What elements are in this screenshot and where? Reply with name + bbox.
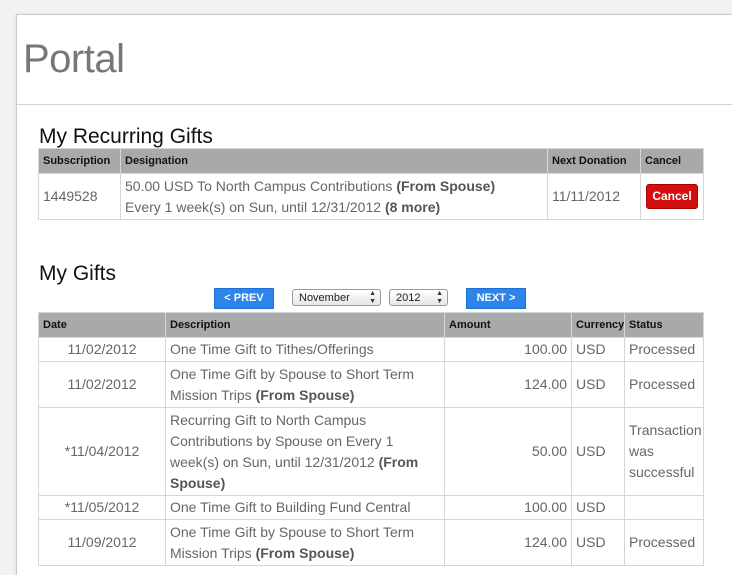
gift-date: 11/09/2012 bbox=[38, 519, 166, 566]
designation-from-spouse: (From Spouse) bbox=[396, 177, 496, 194]
page-title: Portal bbox=[23, 37, 125, 81]
gift-description-text: Recurring Gift to North Campus Contribut… bbox=[170, 411, 394, 470]
month-select-value: November bbox=[299, 292, 350, 304]
gift-from-spouse: (From Spouse) bbox=[170, 453, 419, 491]
designation-cell: 50.00 USD To North Campus Contributions … bbox=[120, 173, 548, 220]
gift-date: *11/04/2012 bbox=[38, 407, 166, 496]
month-select[interactable]: November ▲ ▼ bbox=[292, 289, 381, 306]
designation-more-link[interactable]: (8 more) bbox=[384, 198, 441, 215]
gift-currency: USD bbox=[571, 337, 625, 362]
table-header-row: Date Description Amount Currency Status bbox=[38, 312, 704, 338]
gift-description-text: One Time Gift to Building Fund Central bbox=[170, 499, 411, 515]
gift-amount: 124.00 bbox=[444, 361, 572, 408]
gift-from-spouse: (From Spouse) bbox=[255, 544, 355, 561]
prev-month-button[interactable]: < PREV bbox=[214, 288, 274, 309]
gift-date: *11/05/2012 bbox=[38, 495, 166, 520]
gift-status: Transaction was successful bbox=[624, 407, 704, 496]
subscription-id: 1449528 bbox=[38, 173, 121, 220]
gift-description: One Time Gift to Tithes/Offerings bbox=[165, 337, 445, 362]
gift-status: Processed bbox=[624, 337, 704, 362]
gift-currency: USD bbox=[571, 407, 625, 496]
table-row: 11/02/2012 One Time Gift to Tithes/Offer… bbox=[38, 337, 704, 362]
column-header-date: Date bbox=[38, 312, 166, 338]
next-month-button[interactable]: NEXT > bbox=[466, 288, 526, 309]
column-header-description: Description bbox=[165, 312, 445, 338]
next-donation-date: 11/11/2012 bbox=[547, 173, 641, 220]
column-header-designation: Designation bbox=[120, 148, 548, 174]
gift-currency: USD bbox=[571, 361, 625, 408]
my-gifts-heading: My Gifts bbox=[39, 262, 116, 285]
column-header-amount: Amount bbox=[444, 312, 572, 338]
table-row: *11/04/2012 Recurring Gift to North Camp… bbox=[38, 407, 704, 496]
table-row: 1449528 50.00 USD To North Campus Contri… bbox=[38, 173, 704, 220]
gift-status bbox=[624, 495, 704, 520]
gift-amount: 50.00 bbox=[444, 407, 572, 496]
gift-amount: 124.00 bbox=[444, 519, 572, 566]
column-header-next-donation: Next Donation bbox=[547, 148, 641, 174]
designation-line1: 50.00 USD To North Campus Contributions bbox=[125, 177, 393, 194]
column-header-currency: Currency bbox=[571, 312, 625, 338]
gift-from-spouse: (From Spouse) bbox=[255, 386, 355, 403]
select-arrows-icon: ▲ ▼ bbox=[436, 290, 443, 305]
gift-currency: USD bbox=[571, 519, 625, 566]
table-row: 11/02/2012 One Time Gift by Spouse to Sh… bbox=[38, 361, 704, 408]
gift-date: 11/02/2012 bbox=[38, 361, 166, 408]
gift-status: Processed bbox=[624, 519, 704, 566]
designation-line2: Every 1 week(s) on Sun, until 12/31/2012 bbox=[125, 198, 382, 215]
gift-status: Processed bbox=[624, 361, 704, 408]
portal-header: Portal bbox=[17, 15, 732, 105]
gift-description: One Time Gift by Spouse to Short Term Mi… bbox=[165, 519, 445, 566]
column-header-subscription: Subscription bbox=[38, 148, 121, 174]
recurring-gifts-table: Subscription Designation Next Donation C… bbox=[38, 148, 704, 220]
year-select[interactable]: 2012 ▲ ▼ bbox=[389, 289, 448, 306]
gift-date: 11/02/2012 bbox=[38, 337, 166, 362]
portal-panel: Portal My Recurring Gifts Subscription D… bbox=[16, 14, 732, 575]
gift-amount: 100.00 bbox=[444, 495, 572, 520]
cancel-button[interactable]: Cancel bbox=[646, 184, 698, 209]
table-row: 11/09/2012 One Time Gift by Spouse to Sh… bbox=[38, 519, 704, 566]
table-header-row: Subscription Designation Next Donation C… bbox=[38, 148, 704, 174]
gift-description: Recurring Gift to North Campus Contribut… bbox=[165, 407, 445, 496]
gift-description: One Time Gift by Spouse to Short Term Mi… bbox=[165, 361, 445, 408]
year-select-value: 2012 bbox=[396, 292, 421, 304]
column-header-status: Status bbox=[624, 312, 704, 338]
select-arrows-icon: ▲ ▼ bbox=[369, 290, 376, 305]
gift-amount: 100.00 bbox=[444, 337, 572, 362]
gift-description-text: One Time Gift to Tithes/Offerings bbox=[170, 341, 374, 357]
gift-description-text: One Time Gift by Spouse to Short Term Mi… bbox=[170, 365, 415, 403]
column-header-cancel: Cancel bbox=[640, 148, 704, 174]
gift-description: One Time Gift to Building Fund Central bbox=[165, 495, 445, 520]
cancel-cell: Cancel bbox=[640, 173, 704, 220]
gift-description-text: One Time Gift by Spouse to Short Term Mi… bbox=[170, 523, 415, 561]
table-row: *11/05/2012 One Time Gift to Building Fu… bbox=[38, 495, 704, 520]
recurring-gifts-heading: My Recurring Gifts bbox=[39, 125, 213, 148]
gift-currency: USD bbox=[571, 495, 625, 520]
gifts-table: Date Description Amount Currency Status … bbox=[38, 312, 704, 566]
